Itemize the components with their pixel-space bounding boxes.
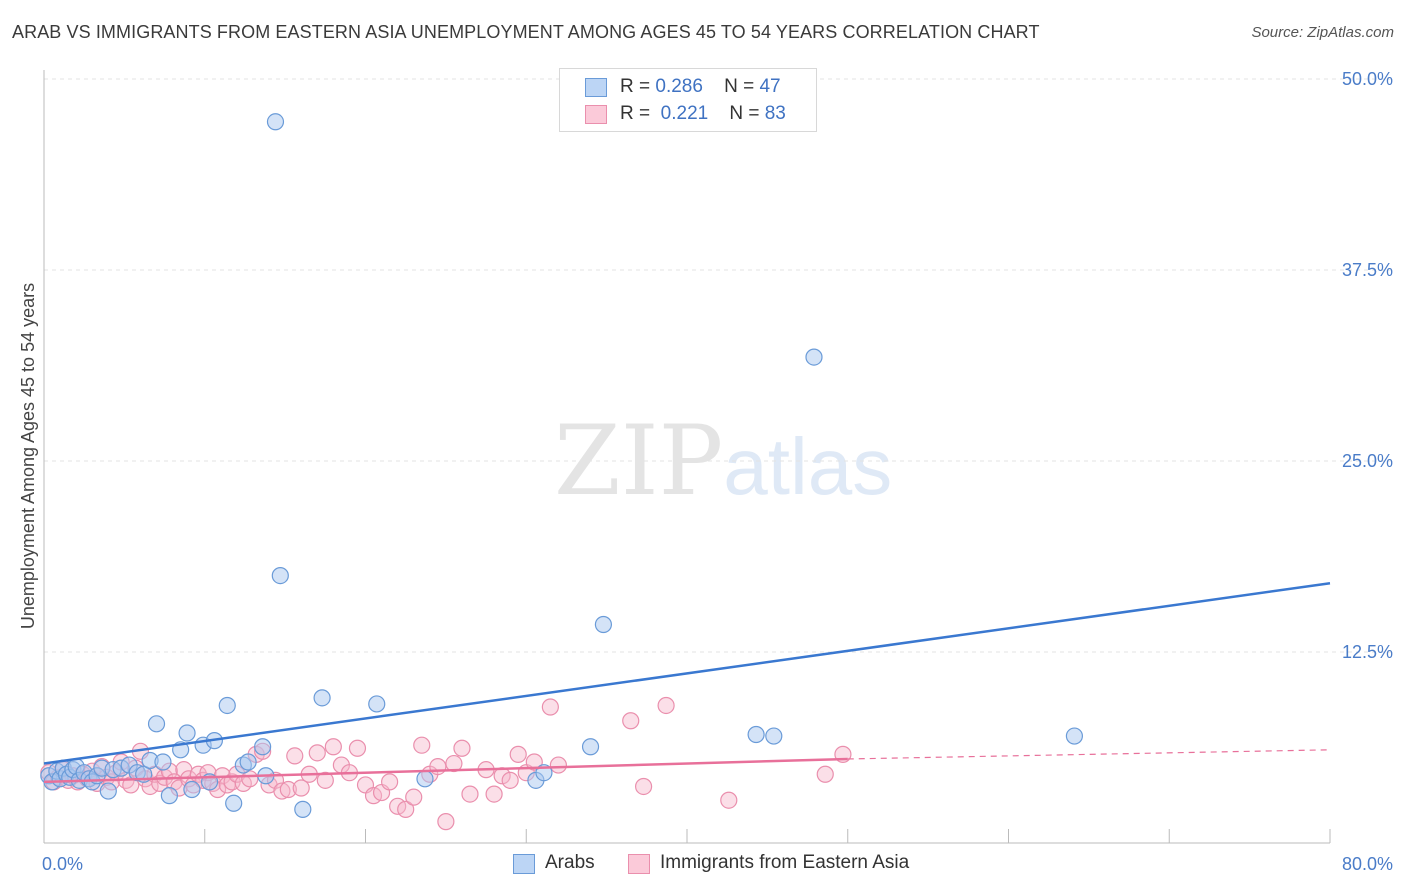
immigrants-point: [485, 785, 503, 803]
arabs-point: [160, 787, 178, 805]
legend-arabs-n-label: N =: [724, 76, 755, 97]
immigrants-point: [292, 779, 310, 797]
arabs-point: [416, 770, 434, 788]
arabs-point: [239, 753, 257, 771]
legend-imm-r-value: 0.221: [660, 103, 709, 124]
arabs-point: [1065, 727, 1084, 745]
legend-arabs-n-value: 47: [759, 76, 781, 97]
tick-labels: 12.5% 25.0% 37.5% 50.0% 0.0% 80.0%: [42, 69, 1393, 874]
immigrants-point: [405, 788, 423, 806]
immigrants-point: [316, 771, 334, 789]
immigrants-point: [525, 753, 543, 771]
immigrants-point: [308, 744, 326, 762]
y-tick-label: 12.5%: [1342, 642, 1393, 662]
immigrants-point: [286, 747, 304, 765]
x-tick-label: 80.0%: [1342, 854, 1393, 874]
arabs-point: [218, 696, 236, 715]
legend-imm-n-label: N =: [729, 103, 760, 124]
arabs-trend-line: [43, 582, 1331, 765]
bottom-swatch-arabs: [513, 854, 535, 874]
arabs-point: [581, 738, 600, 756]
immigrants-point: [720, 791, 738, 809]
immigrants-point: [501, 771, 519, 789]
arabs-point: [368, 695, 386, 713]
immigrants-point: [437, 813, 455, 831]
arabs-point: [254, 738, 272, 756]
watermark-atlas: atlas: [723, 422, 893, 511]
arabs-point: [271, 566, 289, 585]
immigrants-point: [348, 739, 367, 757]
source-label: Source: ZipAtlas.com: [1251, 24, 1394, 41]
arabs-point: [313, 689, 331, 707]
immigrants-point: [509, 745, 527, 763]
arabs-point: [805, 348, 823, 366]
immigrants-point: [453, 739, 471, 757]
legend-swatch-immigrants: [585, 105, 607, 124]
arabs-point: [225, 794, 243, 812]
arabs-point: [183, 780, 201, 799]
arabs-point: [294, 800, 312, 818]
immigrants-point: [541, 698, 559, 716]
legend-swatch-arabs: [585, 78, 607, 97]
immigrants-point: [816, 765, 834, 783]
immigrants-point: [324, 738, 342, 756]
arabs-point: [147, 715, 166, 733]
correlation-legend: R = 0.286 N = 47 R = 0.221 N = 83: [559, 68, 817, 132]
bottom-legend-arabs-label: Arabs: [545, 852, 595, 873]
series-arabs-points: [40, 113, 1084, 818]
arabs-point: [154, 753, 172, 771]
legend-imm-r-label: R =: [620, 103, 651, 124]
arabs-point: [594, 615, 613, 634]
immigrants-trend-line: [43, 757, 848, 784]
axes: [43, 70, 1331, 844]
arabs-point: [266, 113, 285, 131]
y-tick-label: 37.5%: [1342, 260, 1393, 280]
immigrants-point: [397, 800, 415, 818]
arabs-point: [747, 725, 765, 744]
x-tick-label: 0.0%: [42, 854, 83, 874]
y-tick-label: 25.0%: [1342, 451, 1393, 471]
legend-arabs-r-value: 0.286: [655, 76, 703, 97]
arabs-point: [99, 782, 117, 800]
immigrants-point: [549, 756, 568, 774]
immigrants-point: [273, 782, 291, 800]
y-tick-label: 50.0%: [1342, 69, 1393, 89]
immigrants-point: [461, 785, 479, 803]
immigrants-point: [279, 780, 297, 799]
legend-arabs-r-label: R =: [620, 76, 651, 97]
y-axis-label: Unemployment Among Ages 45 to 54 years: [18, 283, 38, 629]
immigrants-point: [657, 696, 675, 715]
immigrants-point: [429, 757, 447, 776]
bottom-swatch-immigrants: [628, 854, 650, 874]
grid-lines: [44, 78, 1392, 653]
immigrants-trend-extrapolation: [847, 749, 1331, 760]
immigrants-point: [634, 777, 653, 796]
arabs-point: [765, 727, 783, 745]
legend-imm-n-value: 83: [764, 103, 786, 124]
trend-lines: [43, 582, 1331, 784]
immigrants-point: [622, 712, 640, 730]
chart-title: ARAB VS IMMIGRANTS FROM EASTERN ASIA UNE…: [12, 22, 1040, 42]
bottom-legend-immigrants-label: Immigrants from Eastern Asia: [660, 852, 910, 873]
immigrants-point: [381, 773, 399, 791]
arabs-point: [178, 724, 196, 742]
immigrants-point: [445, 754, 463, 773]
immigrants-point: [413, 736, 431, 754]
